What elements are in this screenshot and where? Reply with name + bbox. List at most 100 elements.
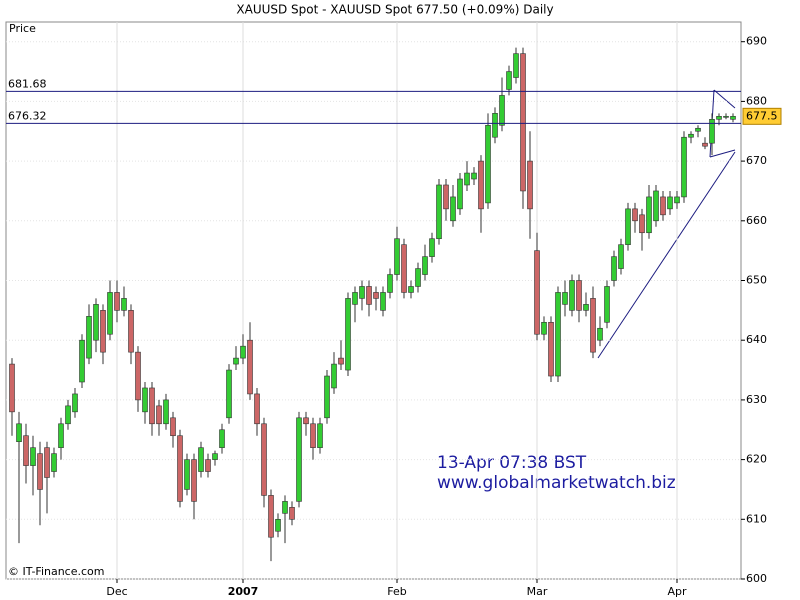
candle-body bbox=[51, 453, 57, 472]
candle-body bbox=[464, 172, 470, 186]
candle-body bbox=[520, 53, 526, 192]
price-line-label: 681.68 bbox=[8, 77, 47, 90]
candle-body bbox=[142, 387, 148, 413]
plot-frame bbox=[5, 21, 742, 580]
candle-body bbox=[492, 113, 498, 138]
candle-body bbox=[30, 447, 36, 466]
candle-body bbox=[660, 196, 666, 216]
y-tick-label: 600 bbox=[746, 572, 767, 585]
candle-body bbox=[373, 292, 379, 299]
y-tick-label: 660 bbox=[746, 214, 767, 227]
candle-body bbox=[100, 310, 106, 353]
candle-body bbox=[632, 208, 638, 222]
candle-body bbox=[135, 351, 141, 401]
candle-body bbox=[282, 501, 288, 514]
candle-body bbox=[688, 133, 694, 138]
candle-body bbox=[429, 238, 435, 257]
candle-body bbox=[387, 274, 393, 293]
candle-body bbox=[289, 507, 295, 520]
candle-body bbox=[121, 298, 127, 311]
candle-body bbox=[667, 196, 673, 210]
candle-body bbox=[653, 190, 659, 222]
candle-body bbox=[569, 280, 575, 311]
candle-body bbox=[170, 417, 176, 437]
candle-body bbox=[359, 286, 365, 299]
candle-body bbox=[583, 304, 589, 311]
price-line-label: 676.32 bbox=[8, 109, 47, 122]
candle-body bbox=[261, 423, 267, 496]
y-tick-label: 620 bbox=[746, 453, 767, 466]
candle-body bbox=[233, 357, 239, 365]
candle-body bbox=[37, 453, 43, 490]
candle-body bbox=[527, 160, 533, 210]
candle-body bbox=[79, 339, 85, 383]
candle-body bbox=[9, 363, 15, 413]
candle-body bbox=[534, 250, 540, 335]
candle-body bbox=[394, 238, 400, 275]
candle-body bbox=[590, 298, 596, 353]
candle-body bbox=[149, 387, 155, 425]
candle-body bbox=[506, 71, 512, 90]
trend-line bbox=[597, 151, 736, 359]
candle-body bbox=[618, 244, 624, 269]
y-tick-label: 630 bbox=[746, 393, 767, 406]
candle-body bbox=[548, 321, 554, 377]
candle-body bbox=[184, 459, 190, 490]
trend-line bbox=[709, 149, 736, 158]
candle-body bbox=[485, 124, 491, 204]
candle-body bbox=[723, 116, 729, 118]
candle-body bbox=[674, 196, 680, 204]
candle-body bbox=[555, 292, 561, 377]
candle-body bbox=[331, 363, 337, 389]
candle-body bbox=[72, 393, 78, 413]
candle-body bbox=[422, 256, 428, 275]
x-tick-label: 2007 bbox=[228, 585, 259, 598]
y-tick-label: 670 bbox=[746, 154, 767, 167]
candle-body bbox=[93, 304, 99, 341]
candle-body bbox=[163, 399, 169, 425]
candle-body bbox=[695, 127, 701, 132]
candle-body bbox=[499, 95, 505, 126]
candle-body bbox=[730, 116, 736, 120]
candle-body bbox=[58, 423, 64, 448]
candle-body bbox=[338, 357, 344, 365]
candle-body bbox=[625, 208, 631, 245]
candle-body bbox=[415, 268, 421, 287]
trend-line bbox=[713, 89, 736, 109]
candle-body bbox=[324, 375, 330, 419]
y-axis-label: Price bbox=[9, 22, 36, 35]
candle-body bbox=[275, 519, 281, 532]
candle-body bbox=[226, 369, 232, 419]
candle-body bbox=[177, 435, 183, 502]
candle-body bbox=[268, 495, 274, 538]
candle-body bbox=[709, 119, 715, 144]
candle-body bbox=[716, 116, 722, 120]
candle-body bbox=[471, 172, 477, 180]
candle-body bbox=[198, 447, 204, 472]
y-tick-label: 650 bbox=[746, 274, 767, 287]
candle-body bbox=[128, 310, 134, 353]
candle-body bbox=[212, 453, 218, 460]
candle-body bbox=[380, 292, 386, 311]
y-tick-label: 610 bbox=[746, 512, 767, 525]
candle-body bbox=[156, 405, 162, 425]
candle-body bbox=[681, 136, 687, 198]
candle-body bbox=[114, 292, 120, 311]
x-tick-label: Apr bbox=[667, 585, 687, 598]
candle-body bbox=[639, 214, 645, 234]
candle-body bbox=[86, 316, 92, 359]
candle-body bbox=[478, 160, 484, 210]
candle-body bbox=[345, 298, 351, 371]
candle-body bbox=[219, 429, 225, 448]
candle-body bbox=[23, 435, 29, 466]
last-price-badge bbox=[742, 107, 782, 125]
candle-body bbox=[191, 459, 197, 502]
candle-body bbox=[107, 292, 113, 335]
candle-body bbox=[352, 292, 358, 305]
candle-body bbox=[436, 184, 442, 240]
candle-body bbox=[702, 142, 708, 147]
candle-body bbox=[296, 417, 302, 502]
annotation: 13-Apr 07:38 BST bbox=[437, 453, 587, 473]
candle-body bbox=[646, 196, 652, 234]
